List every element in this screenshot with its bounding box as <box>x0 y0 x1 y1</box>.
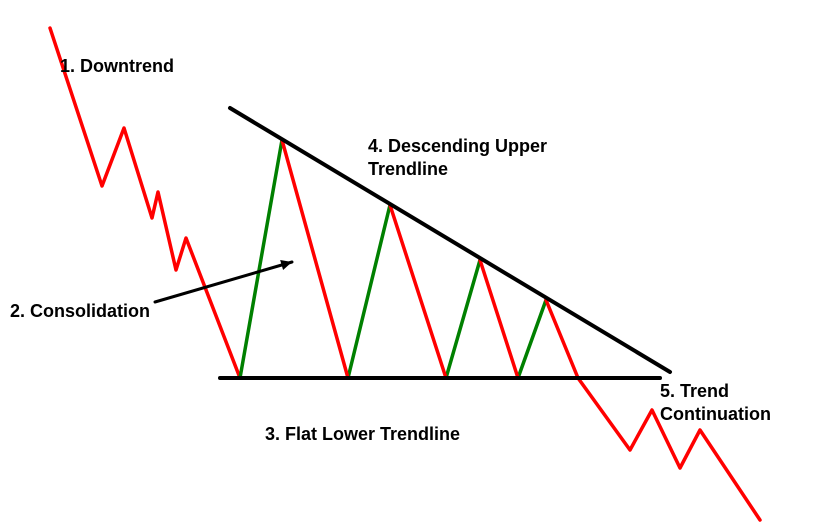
rally-2 <box>348 205 390 378</box>
label-flat-lower: 3. Flat Lower Trendline <box>265 423 460 446</box>
label-downtrend: 1. Downtrend <box>60 55 174 78</box>
selloff-1 <box>282 140 348 378</box>
label-consolidation: 2. Consolidation <box>10 300 150 323</box>
rally-3 <box>446 260 480 378</box>
rally-1 <box>240 140 282 378</box>
rally-4 <box>518 300 546 378</box>
downtrend-line <box>50 28 240 378</box>
label-desc-upper: 4. Descending Upper Trendline <box>368 135 547 180</box>
label-trend-continuation: 5. Trend Continuation <box>660 380 771 425</box>
